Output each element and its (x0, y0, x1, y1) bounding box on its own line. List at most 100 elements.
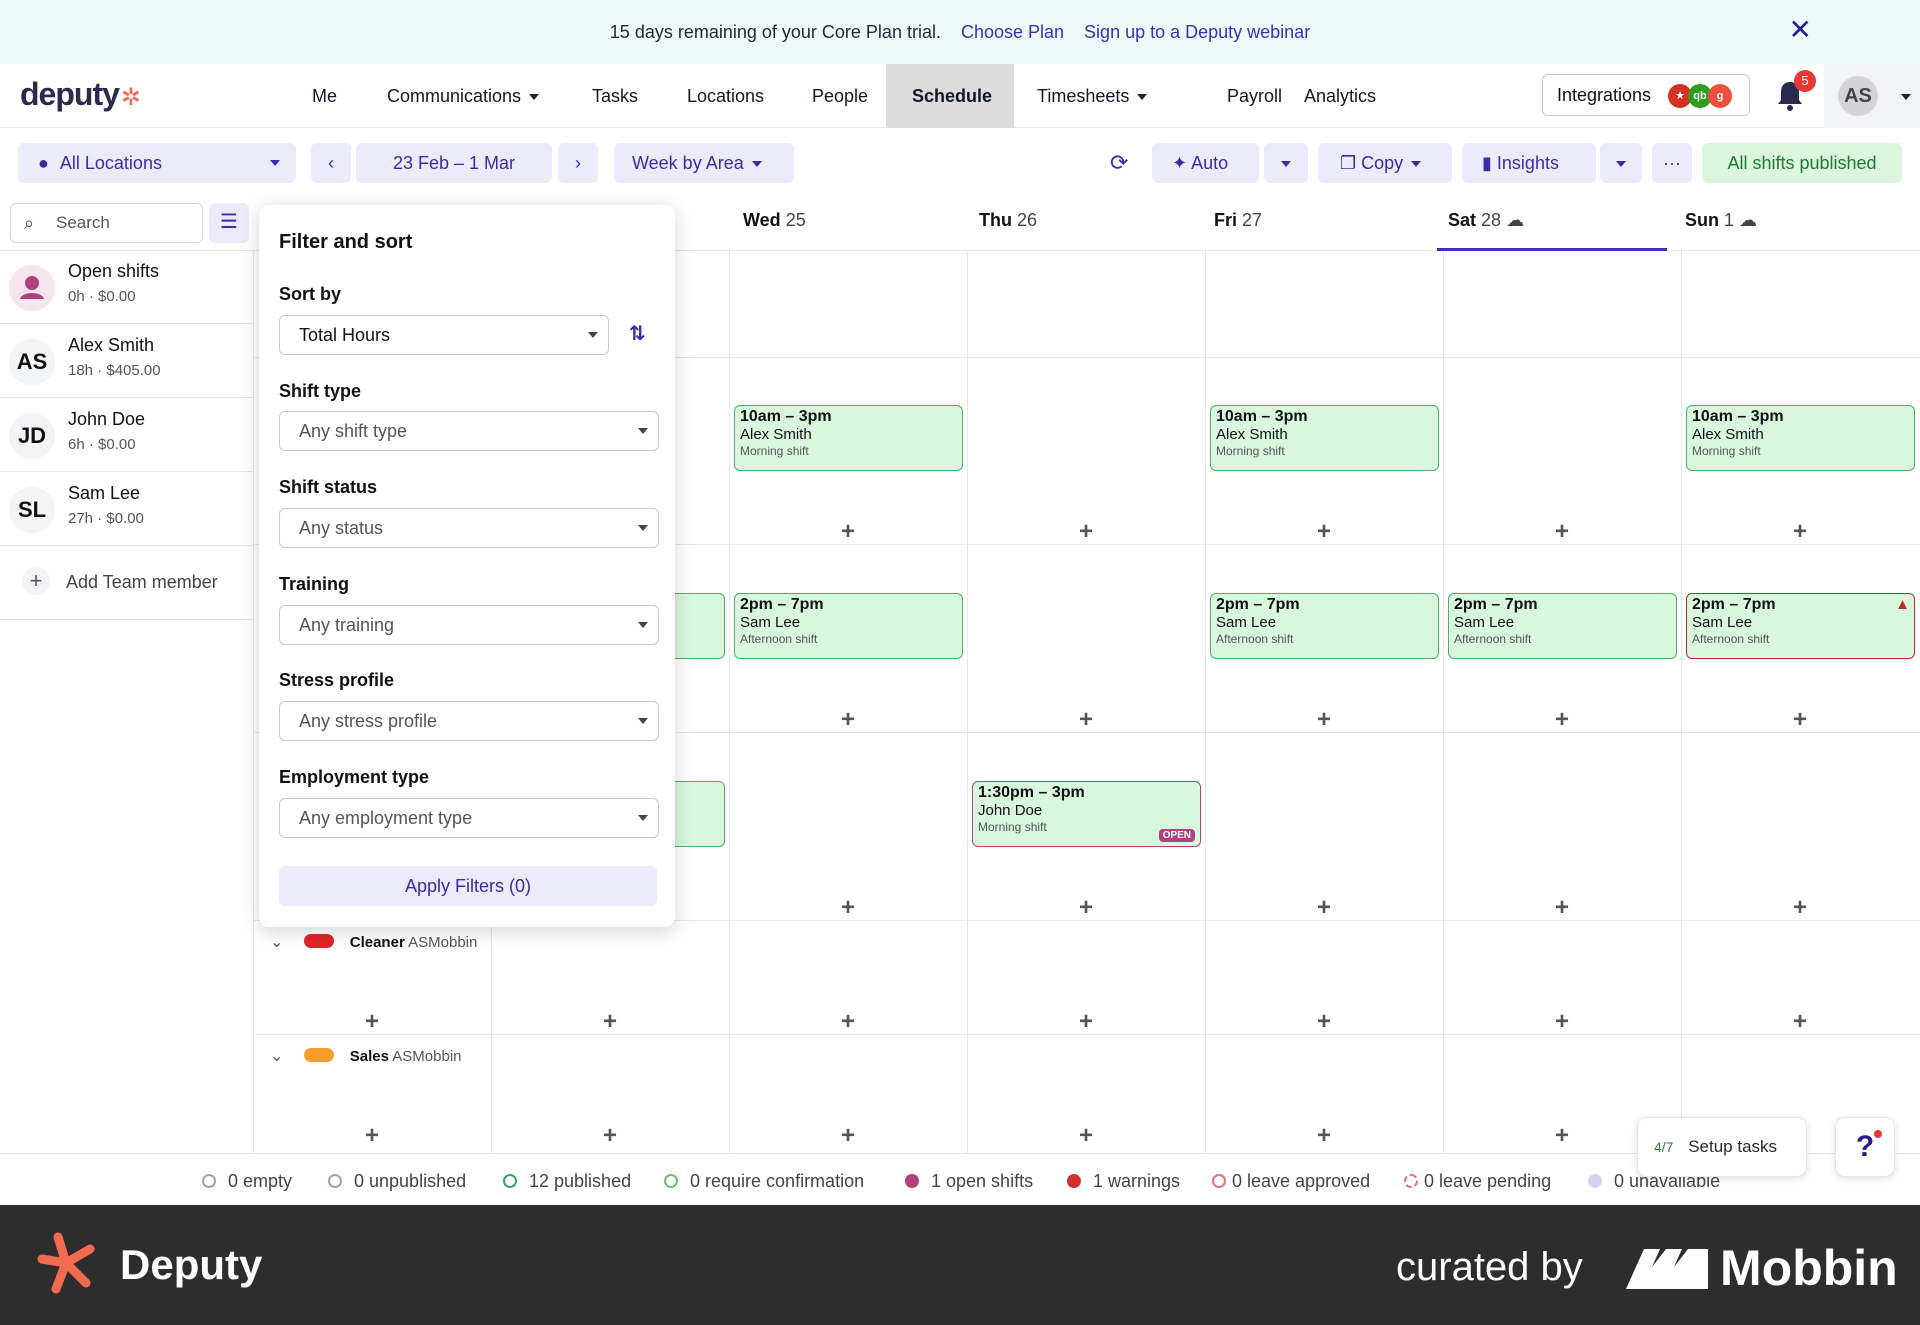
area-group-cleaner[interactable]: ⌄ Cleaner ASMobbin (270, 932, 477, 952)
filter-sort-button[interactable]: ☰ (209, 203, 249, 243)
day-header-sat[interactable]: Sat 28 ☁ (1448, 210, 1524, 231)
add-shift-plus-icon[interactable]: + (1078, 894, 1093, 921)
add-shift-plus-icon[interactable]: + (602, 1008, 617, 1035)
shift-card[interactable]: 10am – 3pm Alex Smith Morning shift (1210, 405, 1439, 471)
status-require-confirmation[interactable]: 0 require confirmation (664, 1171, 864, 1192)
nav-tasks[interactable]: Tasks (592, 86, 639, 106)
date-range-button[interactable]: 23 Feb – 1 Mar (356, 143, 552, 183)
add-shift-plus-icon[interactable]: + (1554, 894, 1569, 921)
nav-people[interactable]: People (812, 86, 869, 106)
nav-payroll[interactable]: Payroll (1227, 86, 1283, 106)
add-shift-plus-icon[interactable]: + (840, 894, 855, 921)
next-week-button[interactable]: › (558, 143, 598, 183)
location-select[interactable]: ● All Locations (18, 143, 296, 183)
day-header-sun[interactable]: Sun 1 ☁ (1685, 210, 1757, 231)
apply-filters-button[interactable]: Apply Filters (0) (279, 866, 657, 906)
copy-button[interactable]: ❐ Copy (1318, 143, 1452, 183)
user-avatar[interactable]: AS (1838, 76, 1878, 116)
shift-card-warning[interactable]: 2pm – 7pm Sam Lee Afternoon shift ▲ (1686, 593, 1915, 659)
sidebar-person[interactable]: AS Alex Smith 18h · $405.00 (0, 325, 253, 398)
view-select[interactable]: Week by Area (614, 143, 794, 183)
chevron-down-icon[interactable] (1901, 94, 1911, 100)
add-shift-plus-icon[interactable]: + (840, 1008, 855, 1035)
day-header-fri[interactable]: Fri 27 (1214, 210, 1262, 231)
nav-locations[interactable]: Locations (687, 86, 765, 106)
add-team-member-button[interactable]: + Add Team member (0, 547, 253, 620)
add-shift-plus-icon[interactable]: + (1792, 894, 1807, 921)
nav-me[interactable]: Me (312, 86, 338, 106)
sidebar-person[interactable]: JD John Doe 6h · $0.00 (0, 399, 253, 472)
search-input[interactable]: ⌕ Search (10, 203, 203, 243)
auto-dropdown-button[interactable] (1264, 143, 1308, 183)
add-shift-plus-icon[interactable]: + (1554, 1122, 1569, 1149)
add-shift-plus-icon[interactable]: + (1078, 706, 1093, 733)
shift-card[interactable]: 10am – 3pm Alex Smith Morning shift (1686, 405, 1915, 471)
insights-dropdown-button[interactable] (1600, 143, 1642, 183)
status-leave-approved[interactable]: 0 leave approved (1212, 1171, 1370, 1192)
published-status-button[interactable]: All shifts published (1702, 143, 1902, 183)
status-dot-icon (1067, 1174, 1081, 1188)
close-icon[interactable]: ✕ (1788, 14, 1812, 45)
add-shift-plus-icon[interactable]: + (1316, 518, 1331, 545)
day-header-thu[interactable]: Thu 26 (979, 210, 1037, 231)
nav-timesheets[interactable]: Timesheets (1015, 64, 1169, 128)
add-shift-plus-icon[interactable]: + (1078, 1122, 1093, 1149)
shift-card[interactable]: 2pm – 7pm Sam Lee Afternoon shift (1210, 593, 1439, 659)
sort-by-select[interactable]: Total Hours (279, 315, 609, 355)
nav-schedule[interactable]: Schedule (886, 64, 1014, 128)
sidebar-person-open-shifts[interactable]: Open shifts 0h · $0.00 (0, 251, 253, 324)
shift-card[interactable]: 10am – 3pm Alex Smith Morning shift (734, 405, 963, 471)
prev-week-button[interactable]: ‹ (311, 143, 351, 183)
help-button[interactable]: ? (1835, 1117, 1895, 1177)
sidebar-person[interactable]: SL Sam Lee 27h · $0.00 (0, 473, 253, 546)
add-shift-plus-icon[interactable]: + (1792, 518, 1807, 545)
open-shift-card[interactable]: 1:30pm – 3pm John Doe Morning shift OPEN (972, 781, 1201, 847)
sort-direction-icon[interactable]: ⇅ (629, 323, 646, 345)
add-shift-plus-icon[interactable]: + (1316, 894, 1331, 921)
stress-profile-value: Any stress profile (299, 711, 438, 731)
add-shift-plus-icon[interactable]: + (840, 518, 855, 545)
auto-button[interactable]: ✦ Auto (1152, 143, 1259, 183)
add-shift-plus-icon[interactable]: + (1316, 1122, 1331, 1149)
add-shift-plus-icon[interactable]: + (1554, 1008, 1569, 1035)
status-empty[interactable]: 0 empty (202, 1171, 292, 1192)
webinar-link[interactable]: Sign up to a Deputy webinar (1084, 21, 1311, 42)
shift-status-select[interactable]: Any status (279, 508, 659, 548)
deputy-logo[interactable]: deputy✲ (20, 76, 141, 113)
add-shift-plus-icon[interactable]: + (1554, 518, 1569, 545)
shift-card[interactable]: 2pm – 7pm Sam Lee Afternoon shift (734, 593, 963, 659)
add-shift-plus-icon[interactable]: + (840, 1122, 855, 1149)
day-header-wed[interactable]: Wed 25 (743, 210, 806, 231)
add-shift-plus-icon[interactable]: + (840, 706, 855, 733)
status-leave-pending[interactable]: 0 leave pending (1404, 1171, 1551, 1192)
nav-communications[interactable]: Communications (365, 64, 561, 128)
add-shift-plus-icon[interactable]: + (364, 1122, 379, 1149)
more-options-button[interactable]: ··· (1652, 143, 1692, 183)
add-shift-plus-icon[interactable]: + (1078, 1008, 1093, 1035)
add-shift-plus-icon[interactable]: + (1316, 1008, 1331, 1035)
add-shift-plus-icon[interactable]: + (1078, 518, 1093, 545)
integrations-button[interactable]: Integrations ★ qb g (1542, 74, 1750, 116)
add-shift-plus-icon[interactable]: + (1554, 706, 1569, 733)
add-shift-plus-icon[interactable]: + (602, 1122, 617, 1149)
status-unpublished[interactable]: 0 unpublished (328, 1171, 466, 1192)
status-open-shifts[interactable]: 1 open shifts (905, 1171, 1033, 1192)
refresh-icon[interactable]: ⟳ (1110, 150, 1129, 175)
status-label: 0 leave approved (1232, 1171, 1371, 1191)
status-published[interactable]: 12 published (503, 1171, 631, 1192)
nav-analytics[interactable]: Analytics (1304, 86, 1377, 106)
shift-type-select[interactable]: Any shift type (279, 411, 659, 451)
training-select[interactable]: Any training (279, 605, 659, 645)
add-shift-plus-icon[interactable]: + (1792, 1008, 1807, 1035)
status-warnings[interactable]: 1 warnings (1067, 1171, 1180, 1192)
choose-plan-link[interactable]: Choose Plan (960, 21, 1065, 42)
setup-tasks-button[interactable]: 4/7 Setup tasks (1637, 1117, 1807, 1177)
add-shift-plus-icon[interactable]: + (1792, 706, 1807, 733)
add-shift-plus-icon[interactable]: + (1316, 706, 1331, 733)
employment-type-select[interactable]: Any employment type (279, 798, 659, 838)
shift-card[interactable]: 2pm – 7pm Sam Lee Afternoon shift (1448, 593, 1677, 659)
area-group-sales[interactable]: ⌄ Sales ASMobbin (270, 1046, 462, 1066)
insights-button[interactable]: ▮ Insights (1462, 143, 1596, 183)
stress-profile-select[interactable]: Any stress profile (279, 701, 659, 741)
add-shift-plus-icon[interactable]: + (364, 1008, 379, 1035)
